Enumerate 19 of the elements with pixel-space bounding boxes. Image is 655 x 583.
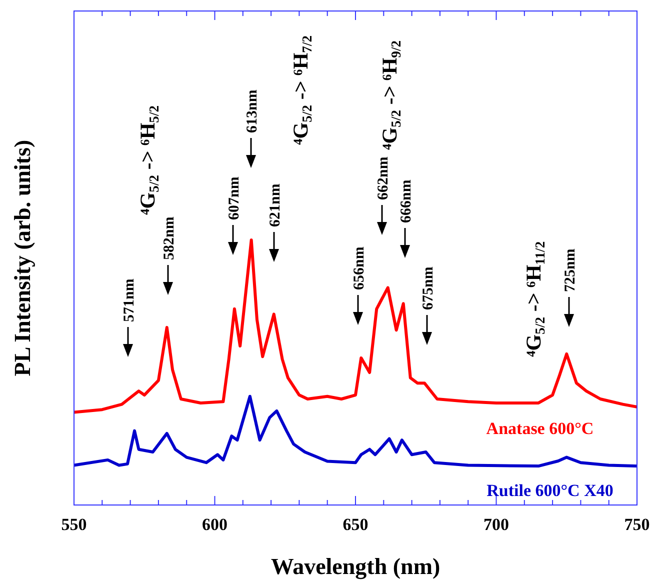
annotation: 725nm [562,248,578,292]
x-tick-label: 600 [202,515,228,534]
annotation: 582nm [161,216,178,260]
text: 662nm [375,156,392,200]
x-tick-label: 750 [624,515,650,534]
x-tick-label: 700 [484,515,509,534]
text: 666nm [398,179,414,223]
x-tick-label: 550 [61,515,87,534]
text: 621nm [267,183,284,227]
y-axis-title: PL Intensity (arb. units) [10,140,35,376]
annotation: 656nm [351,246,368,290]
annotation: 571nm [121,278,138,322]
text: 607nm [226,176,242,220]
series-label: Rutile 600°C X40 [486,481,614,500]
series-label: Anatase 600°C [486,419,594,438]
annotation: 675nm [420,266,436,310]
x-tick-label: 650 [342,515,368,534]
x-axis-title: Wavelength (nm) [270,554,440,580]
text: 613nm [244,89,260,133]
